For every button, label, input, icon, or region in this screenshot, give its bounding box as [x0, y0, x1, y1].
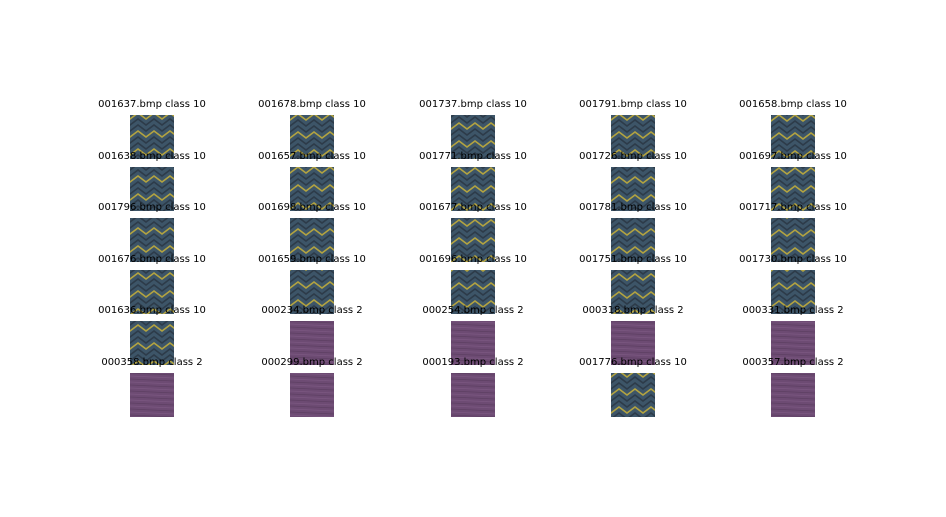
image-tile: 000331.bmp class 2 — [718, 305, 868, 365]
image-tile: 000357.bmp class 2 — [718, 357, 868, 417]
tile-image — [771, 218, 815, 262]
tile-image — [771, 167, 815, 211]
image-tile: 001638.bmp class 10 — [77, 151, 227, 211]
tile-caption: 001717.bmp class 10 — [739, 202, 847, 213]
image-tile: 001677.bmp class 10 — [398, 202, 548, 262]
tile-image — [611, 270, 655, 314]
tile-caption: 001659.bmp class 10 — [258, 254, 366, 265]
tile-caption: 000318.bmp class 2 — [582, 305, 684, 316]
tile-image — [290, 321, 334, 365]
image-tile: 001659.bmp class 10 — [237, 254, 387, 314]
tile-caption: 000299.bmp class 2 — [261, 357, 363, 368]
tile-image — [771, 321, 815, 365]
image-tile: 001791.bmp class 10 — [558, 99, 708, 159]
tile-image — [611, 115, 655, 159]
tile-caption: 001698.bmp class 10 — [258, 202, 366, 213]
tile-caption: 001726.bmp class 10 — [579, 151, 687, 162]
image-tile: 001657.bmp class 10 — [237, 151, 387, 211]
image-tile: 000358.bmp class 2 — [77, 357, 227, 417]
image-tile: 001726.bmp class 10 — [558, 151, 708, 211]
tile-caption: 000254.bmp class 2 — [422, 305, 524, 316]
tile-image — [611, 218, 655, 262]
tile-image — [451, 321, 495, 365]
image-tile: 000299.bmp class 2 — [237, 357, 387, 417]
tile-image — [130, 373, 174, 417]
tile-image — [290, 167, 334, 211]
tile-caption: 001677.bmp class 10 — [419, 202, 527, 213]
tile-caption: 001751.bmp class 10 — [579, 254, 687, 265]
tile-caption: 001730.bmp class 10 — [739, 254, 847, 265]
image-tile: 001636.bmp class 10 — [77, 305, 227, 365]
tile-image — [451, 373, 495, 417]
tile-image — [771, 270, 815, 314]
tile-image — [611, 167, 655, 211]
tile-caption: 000234.bmp class 2 — [261, 305, 363, 316]
tile-caption: 001737.bmp class 10 — [419, 99, 527, 110]
tile-caption: 001657.bmp class 10 — [258, 151, 366, 162]
tile-image — [130, 115, 174, 159]
image-tile: 001751.bmp class 10 — [558, 254, 708, 314]
tile-caption: 001637.bmp class 10 — [98, 99, 206, 110]
image-tile: 001781.bmp class 10 — [558, 202, 708, 262]
image-tile: 001696.bmp class 10 — [398, 254, 548, 314]
image-tile: 000254.bmp class 2 — [398, 305, 548, 365]
tile-caption: 001696.bmp class 10 — [419, 254, 527, 265]
image-tile: 001637.bmp class 10 — [77, 99, 227, 159]
image-tile: 000193.bmp class 2 — [398, 357, 548, 417]
tile-image — [611, 321, 655, 365]
image-tile: 001697.bmp class 10 — [718, 151, 868, 211]
tile-caption: 001658.bmp class 10 — [739, 99, 847, 110]
tile-image — [451, 218, 495, 262]
tile-caption: 001697.bmp class 10 — [739, 151, 847, 162]
tile-image — [611, 373, 655, 417]
tile-image — [451, 270, 495, 314]
image-tile: 001776.bmp class 10 — [558, 357, 708, 417]
tile-caption: 001676.bmp class 10 — [98, 254, 206, 265]
tile-caption: 000331.bmp class 2 — [742, 305, 844, 316]
tile-image — [290, 115, 334, 159]
image-tile: 001717.bmp class 10 — [718, 202, 868, 262]
tile-caption: 000358.bmp class 2 — [101, 357, 203, 368]
tile-image — [130, 321, 174, 365]
tile-caption: 000357.bmp class 2 — [742, 357, 844, 368]
tile-image — [290, 218, 334, 262]
tile-image — [290, 373, 334, 417]
image-tile: 001678.bmp class 10 — [237, 99, 387, 159]
tile-image — [451, 167, 495, 211]
tile-image — [771, 373, 815, 417]
tile-caption: 001636.bmp class 10 — [98, 305, 206, 316]
tile-image — [771, 115, 815, 159]
image-tile: 001698.bmp class 10 — [237, 202, 387, 262]
tile-image — [451, 115, 495, 159]
tile-image — [130, 167, 174, 211]
tile-caption: 001638.bmp class 10 — [98, 151, 206, 162]
image-tile: 001676.bmp class 10 — [77, 254, 227, 314]
tile-image — [130, 218, 174, 262]
tile-caption: 000193.bmp class 2 — [422, 357, 524, 368]
tile-caption: 001791.bmp class 10 — [579, 99, 687, 110]
image-tile: 001730.bmp class 10 — [718, 254, 868, 314]
image-tile: 001737.bmp class 10 — [398, 99, 548, 159]
tile-caption: 001678.bmp class 10 — [258, 99, 366, 110]
tile-caption: 001771.bmp class 10 — [419, 151, 527, 162]
image-tile: 001771.bmp class 10 — [398, 151, 548, 211]
tile-caption: 001781.bmp class 10 — [579, 202, 687, 213]
image-tile: 001796.bmp class 10 — [77, 202, 227, 262]
image-tile: 001658.bmp class 10 — [718, 99, 868, 159]
tile-caption: 001796.bmp class 10 — [98, 202, 206, 213]
tile-image — [130, 270, 174, 314]
tile-image — [290, 270, 334, 314]
tile-caption: 001776.bmp class 10 — [579, 357, 687, 368]
image-tile: 000318.bmp class 2 — [558, 305, 708, 365]
image-tile: 000234.bmp class 2 — [237, 305, 387, 365]
